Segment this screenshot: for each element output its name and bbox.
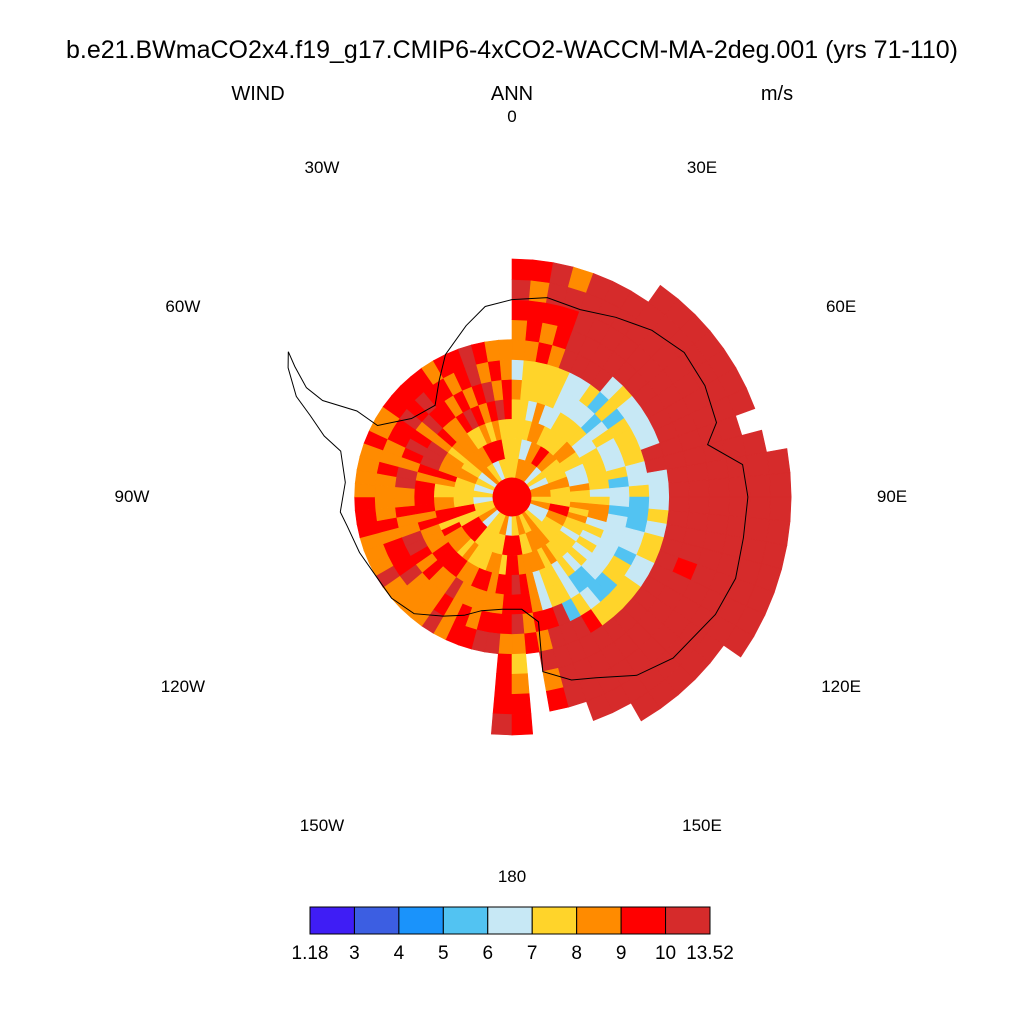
colorbar-box-2 xyxy=(398,906,444,935)
colorbar-box-1 xyxy=(353,906,400,935)
grid-cell-595 xyxy=(630,691,661,722)
colorbar-tick-7: 9 xyxy=(615,943,627,964)
colorbar-tick-1: 3 xyxy=(349,943,360,964)
colorbar-box-0 xyxy=(309,906,355,935)
plot-title: b.e21.BWmaCO2x4.f19_g17.CMIP6-4xCO2-WACC… xyxy=(66,36,958,64)
colorbar-box-7 xyxy=(620,906,667,935)
lon-label-8: 120W xyxy=(160,677,206,696)
colorbar-box-5 xyxy=(531,906,578,935)
colorbar-box-4 xyxy=(487,906,533,935)
colorbar-tick-9: 13.52 xyxy=(686,943,734,964)
grid-cell-580 xyxy=(727,387,756,416)
units-label: m/s xyxy=(760,83,794,105)
lon-label-3: 90E xyxy=(876,487,908,506)
lon-label-4: 120E xyxy=(821,677,861,696)
grid-cell-538 xyxy=(545,687,569,712)
lon-label-2: 60E xyxy=(825,297,857,316)
colorbar-box-6 xyxy=(576,906,622,935)
coastline xyxy=(287,297,749,681)
colorbar-box-8 xyxy=(665,906,711,935)
season-label: ANN xyxy=(490,83,534,105)
lon-label-6: 180 xyxy=(497,867,527,886)
wind-speed-cells xyxy=(354,258,792,736)
lon-label-11: 30W xyxy=(304,157,340,177)
colorbar-tick-6: 8 xyxy=(571,943,582,964)
grid-cell-604 xyxy=(723,625,755,658)
lon-label-10: 60W xyxy=(165,297,201,316)
lon-label-1: 30E xyxy=(686,157,718,177)
grid-cell-572 xyxy=(586,693,614,721)
colorbar-tick-3: 5 xyxy=(438,943,449,964)
lon-label-7: 150W xyxy=(299,816,345,836)
lon-label-5: 150E xyxy=(682,816,722,836)
variable-label: WIND xyxy=(231,83,285,105)
colorbar-tick-4: 6 xyxy=(482,943,494,964)
polar-cap-cell xyxy=(492,477,532,517)
grid-cell-573 xyxy=(511,713,534,736)
colorbar-tick-0: 1.18 xyxy=(291,943,329,964)
colorbar-tick-2: 4 xyxy=(393,943,405,964)
lon-label-0: 0 xyxy=(507,107,517,126)
colorbar-tick-5: 7 xyxy=(526,943,538,964)
colorbar-tick-8: 10 xyxy=(654,943,677,964)
antarctica-coastline xyxy=(287,297,749,681)
colorbar-box-3 xyxy=(442,906,489,935)
lon-label-9: 90W xyxy=(114,487,150,506)
